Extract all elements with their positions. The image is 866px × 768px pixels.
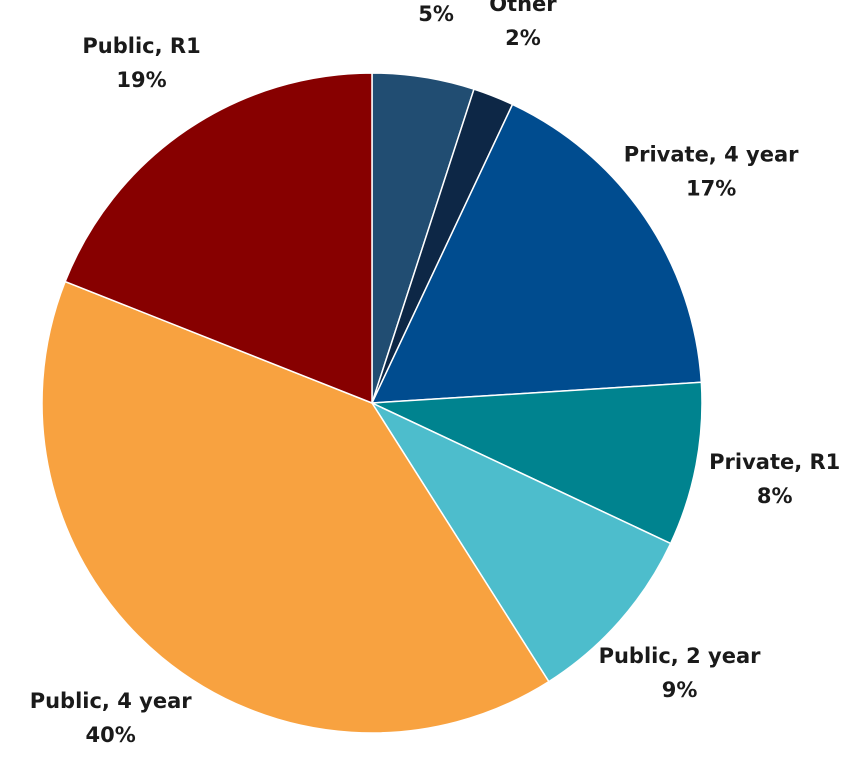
- pie-slice: [371, 381, 703, 545]
- pie-slice: [64, 72, 373, 405]
- slice-label: Private, 4 year: [624, 143, 799, 167]
- slice-label: Other: [489, 0, 557, 16]
- slice-label: Public, 2 year: [599, 644, 762, 668]
- pie-slice: [41, 280, 550, 734]
- pie-slice: [370, 103, 703, 404]
- slice-value-label: 19%: [116, 68, 166, 92]
- pie-slice: [369, 401, 672, 683]
- slice-value-label: 2%: [505, 26, 541, 50]
- slice-value-label: 9%: [662, 678, 698, 702]
- slice-value-label: 40%: [86, 723, 136, 747]
- slice-value-label: 5%: [418, 2, 454, 26]
- slice-label: Private, R1: [709, 450, 840, 474]
- slice-label: Public, 4 year: [30, 689, 193, 713]
- slice-value-label: 17%: [686, 177, 736, 201]
- slice-value-label: 8%: [757, 484, 793, 508]
- slice-label: Public, R1: [82, 34, 200, 58]
